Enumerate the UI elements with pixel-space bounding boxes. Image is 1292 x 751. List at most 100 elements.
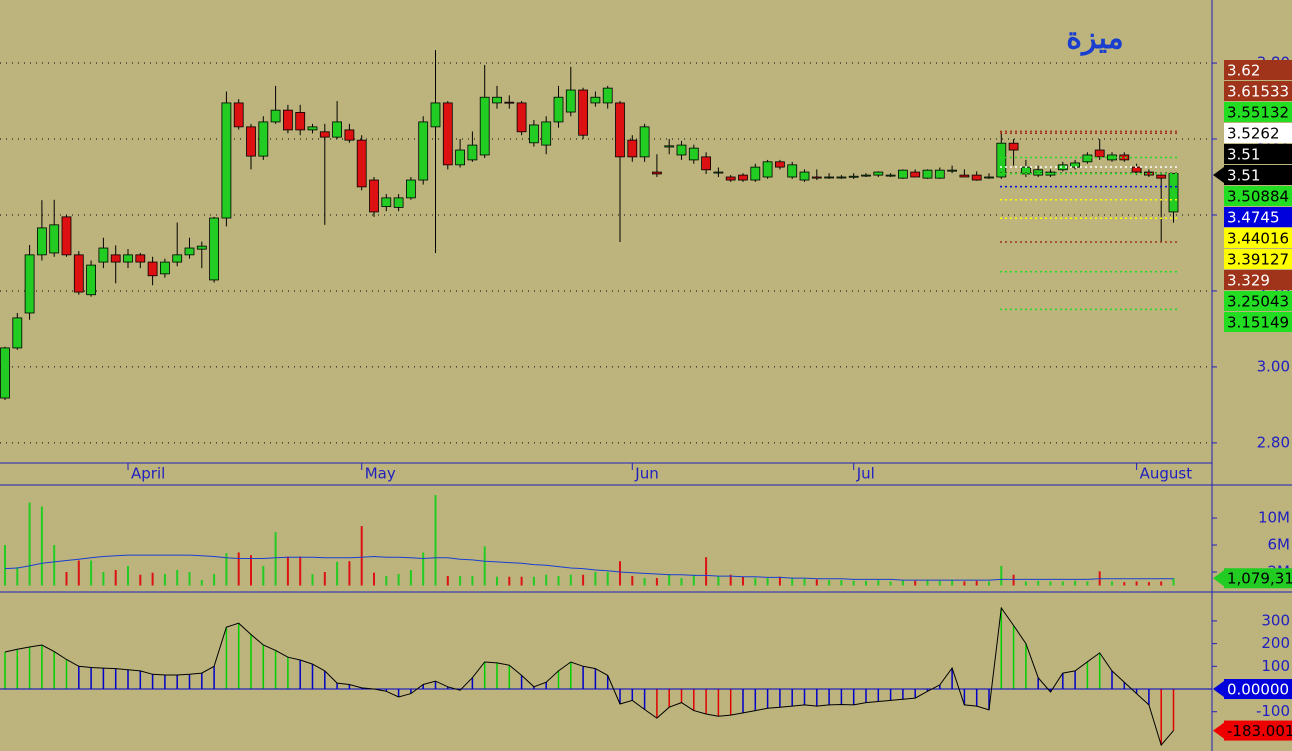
bar: [151, 674, 154, 690]
candle-body: [602, 87, 613, 104]
bar: [139, 574, 142, 586]
bar: [483, 546, 486, 586]
bar: [1086, 661, 1089, 690]
value-pointer: [1213, 681, 1224, 698]
bar: [250, 634, 252, 690]
x-tick-label: Jun: [634, 465, 658, 483]
y-tick-label: 6M: [1268, 536, 1291, 554]
candle-body: [418, 121, 429, 181]
bar: [914, 689, 916, 699]
candle-body: [652, 171, 662, 175]
candle-body: [910, 171, 921, 178]
bar: [446, 576, 449, 586]
candle-body: [381, 197, 392, 208]
chart-title: ميزة: [1066, 21, 1123, 56]
value-box: [1224, 60, 1292, 80]
bar: [963, 581, 966, 586]
bar: [717, 689, 720, 717]
bar: [656, 689, 658, 719]
candle-body: [393, 197, 404, 208]
value-label: 1,079,31: [1227, 570, 1292, 588]
bar: [668, 574, 671, 586]
candle-body: [344, 129, 355, 141]
candle-body: [159, 261, 170, 275]
value-box: [1224, 102, 1292, 122]
bar: [877, 580, 880, 586]
bar: [557, 670, 560, 690]
value-box: [1224, 144, 1292, 164]
value-label: -183.001: [1227, 722, 1292, 740]
bar: [422, 684, 424, 690]
candle-body: [578, 89, 588, 136]
bar: [53, 651, 55, 690]
value-box: [1224, 123, 1292, 143]
bar: [1062, 673, 1064, 690]
bar: [1123, 582, 1126, 586]
candle-body: [885, 174, 896, 177]
value-box: [1224, 207, 1292, 227]
bar: [508, 576, 511, 586]
bar: [988, 689, 990, 710]
bar: [483, 662, 486, 690]
bar: [1024, 581, 1027, 586]
bar: [348, 684, 351, 690]
bar: [385, 576, 388, 586]
bar: [828, 580, 831, 586]
value-label: 3.5262: [1227, 125, 1280, 143]
value-label: 3.25043: [1227, 293, 1289, 311]
bar: [754, 578, 757, 586]
bar: [889, 689, 892, 701]
bar: [114, 668, 117, 690]
value-box: [1224, 228, 1292, 248]
y-tick-label: 100: [1261, 657, 1290, 675]
bar: [766, 578, 769, 586]
bar: [1061, 581, 1064, 586]
candle-body: [529, 124, 539, 144]
bar: [815, 579, 818, 586]
candle-body: [246, 126, 256, 157]
candle-body: [221, 102, 232, 219]
value-box: [1224, 270, 1292, 290]
candle-body: [590, 96, 601, 104]
bar: [1049, 581, 1052, 586]
candle-body: [848, 175, 859, 178]
bar: [631, 576, 634, 586]
bar: [557, 576, 560, 586]
candle-body: [147, 261, 158, 277]
bar: [53, 545, 56, 586]
candle-body: [172, 254, 183, 263]
bar: [668, 689, 670, 708]
bar: [779, 689, 781, 708]
candle-body: [738, 174, 748, 181]
bar: [201, 673, 203, 690]
bar: [127, 669, 129, 690]
value-label: 3.55132: [1227, 104, 1289, 122]
candle-body: [73, 254, 84, 293]
candle-body: [61, 216, 72, 256]
bar: [570, 662, 572, 690]
candle-body: [504, 101, 515, 104]
candle-body: [369, 179, 379, 213]
bar: [606, 675, 609, 690]
bar: [926, 689, 929, 692]
bar: [127, 565, 129, 586]
bar: [693, 689, 695, 711]
candle-body: [1057, 164, 1068, 171]
bar: [1111, 670, 1113, 690]
candle-body: [24, 254, 35, 314]
bar: [225, 627, 228, 690]
bar: [975, 689, 978, 707]
bar: [840, 689, 843, 705]
x-tick-label: May: [365, 465, 396, 483]
candle-body: [787, 164, 798, 178]
bar: [274, 532, 277, 586]
bar: [988, 581, 990, 586]
bar: [250, 555, 252, 586]
bar: [336, 561, 339, 586]
bar: [840, 580, 843, 586]
bar: [102, 572, 105, 586]
bar: [459, 576, 462, 586]
bar: [1037, 580, 1040, 586]
x-tick-label: April: [131, 465, 165, 483]
bar: [262, 644, 265, 690]
